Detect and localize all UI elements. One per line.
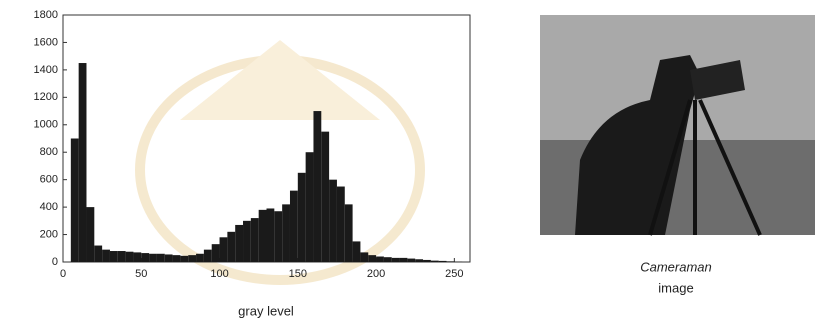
histogram-bar (267, 208, 275, 262)
y-tick-label: 1800 (34, 9, 58, 21)
x-tick-label: 100 (210, 268, 228, 280)
histogram-bar (141, 253, 149, 262)
y-tick-label: 200 (40, 228, 58, 240)
histogram-bar (188, 255, 196, 262)
histogram-bar (423, 260, 431, 262)
histogram-bar (227, 232, 235, 262)
y-tick-label: 1000 (34, 119, 58, 131)
x-tick-label: 0 (60, 268, 66, 280)
image-subtitle: image (658, 280, 693, 295)
histogram-bar (400, 258, 408, 262)
histogram-bar (165, 254, 173, 262)
histogram-bar (79, 63, 87, 262)
x-tick-label: 250 (445, 268, 463, 280)
histogram-bar (407, 259, 415, 262)
histogram-bar (212, 244, 220, 262)
histogram-bar (392, 258, 400, 262)
y-tick-label: 400 (40, 201, 58, 213)
histogram-bar (110, 251, 118, 262)
histogram-bar (149, 254, 157, 262)
x-tick-label: 200 (367, 268, 385, 280)
histogram-bar (126, 252, 134, 262)
histogram-bar (360, 252, 368, 262)
histogram-bar (321, 132, 329, 262)
histogram-bar (118, 251, 126, 262)
histogram-bar (368, 255, 376, 262)
histogram-bar (329, 180, 337, 262)
y-tick-label: 1200 (34, 91, 58, 103)
y-tick-label: 0 (52, 256, 58, 268)
histogram-bar (235, 225, 243, 262)
histogram-bar (376, 257, 384, 262)
photo (540, 15, 815, 235)
y-tick-label: 1600 (34, 36, 58, 48)
histogram-bar (220, 237, 228, 262)
histogram-bar (180, 256, 188, 262)
histogram-bar (86, 207, 94, 262)
histogram-bar (243, 221, 251, 262)
histogram-bar (415, 259, 423, 262)
histogram-bar (290, 191, 298, 262)
histogram-bar (204, 250, 212, 262)
x-tick-label: 50 (135, 268, 147, 280)
y-tick-label: 1400 (34, 64, 58, 76)
histogram-bar (251, 218, 259, 262)
y-tick-label: 800 (40, 146, 58, 158)
page: gray level Cameraman image 0 200 400 600 800… (0, 0, 821, 322)
histogram-bar (259, 210, 267, 262)
x-tick-label: 150 (289, 268, 307, 280)
histogram-bar (282, 204, 290, 262)
y-tick-label: 600 (40, 174, 58, 186)
histogram-bar (337, 187, 345, 262)
x-axis-label: gray level (238, 303, 294, 318)
histogram-bar (431, 261, 439, 262)
histogram-bar (345, 204, 353, 262)
histogram-bar (313, 111, 321, 262)
histogram-bar (306, 152, 314, 262)
histogram-bar (94, 246, 102, 262)
histogram-bar (196, 254, 204, 262)
histogram-bar (173, 255, 181, 262)
histogram-bar (133, 252, 141, 262)
image-title: Cameraman (640, 259, 712, 274)
histogram-bar (71, 139, 79, 263)
histogram-bar (298, 173, 306, 262)
histogram-bar (102, 250, 110, 262)
histogram-bar (157, 254, 165, 262)
histogram-bar (384, 257, 392, 262)
histogram-bar (439, 261, 447, 262)
histogram-bar (353, 241, 361, 262)
histogram-bar (274, 211, 282, 262)
histogram-bar (447, 261, 455, 262)
